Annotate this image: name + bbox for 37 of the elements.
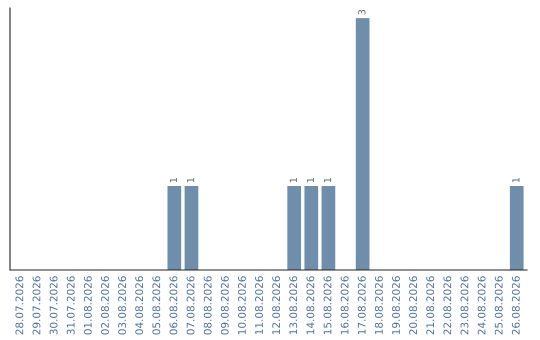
- data-label: 1: [512, 178, 520, 182]
- x-tick-label: 18.08.2026: [374, 276, 383, 334]
- x-tick-label: 23.08.2026: [460, 276, 468, 334]
- x-tick-label: 25.08.2026: [494, 276, 503, 334]
- x-tick-label: 07.08.2026: [186, 276, 194, 335]
- x-tick-label: 15.08.2026: [324, 276, 332, 334]
- x-tick-label: 09.08.2026: [220, 276, 229, 335]
- x-tick-label: 21.08.2026: [426, 276, 434, 334]
- data-label: 1: [170, 178, 178, 182]
- data-label: 1: [324, 178, 332, 182]
- x-tick-label: 29.07.2026: [32, 276, 40, 334]
- x-tick-label: 01.08.2026: [84, 276, 92, 335]
- x-tick-label: 30.07.2026: [50, 276, 58, 334]
- x-tick-label: 05.08.2026: [152, 276, 160, 335]
- x-tick-label: 26.08.2026: [512, 276, 520, 334]
- data-label: 1: [290, 178, 297, 182]
- x-tick-label: 19.08.2026: [392, 276, 400, 334]
- x-tick-label: 14.08.2026: [306, 276, 314, 334]
- x-tick-label: 28.07.2026: [15, 276, 24, 334]
- x-tick-label: 24.08.2026: [478, 276, 486, 334]
- x-tick-label: 20.08.2026: [409, 276, 418, 334]
- x-tick-label: 02.08.2026: [101, 276, 109, 335]
- x-tick-label: 13.08.2026: [289, 276, 298, 334]
- x-tick-label: 12.08.2026: [272, 276, 280, 334]
- data-label: 1: [306, 178, 314, 182]
- x-tick-label: 10.08.2026: [238, 276, 246, 334]
- data-label: 3: [358, 10, 366, 15]
- x-tick-label: 03.08.2026: [118, 276, 126, 335]
- x-tick-label: 31.07.2026: [66, 276, 75, 334]
- x-tick-label: 16.08.2026: [340, 276, 349, 334]
- data-label: 1: [187, 178, 194, 182]
- x-tick-label: 08.08.2026: [204, 276, 212, 335]
- x-tick-label: 04.08.2026: [135, 276, 144, 335]
- x-tick-label: 06.08.2026: [169, 276, 178, 335]
- x-tick-label: 17.08.2026: [358, 276, 366, 334]
- x-tick-label: 22.08.2026: [443, 276, 452, 334]
- x-tick-label: 11.08.2026: [255, 276, 263, 334]
